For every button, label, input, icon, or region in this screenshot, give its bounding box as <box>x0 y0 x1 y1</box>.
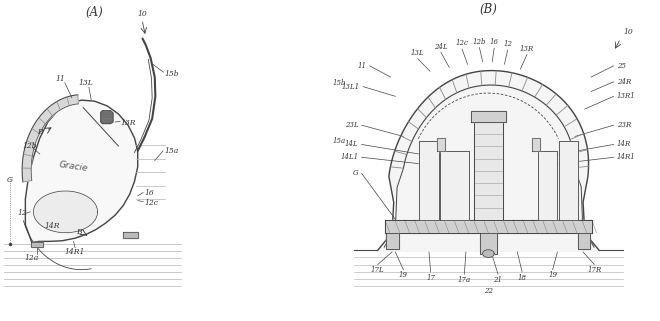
Polygon shape <box>101 111 113 124</box>
Text: 23L: 23L <box>345 121 358 129</box>
Text: 12: 12 <box>503 40 512 48</box>
Text: 13L: 13L <box>411 49 424 57</box>
Text: 17L: 17L <box>371 266 385 274</box>
Text: 12a: 12a <box>24 255 39 262</box>
Polygon shape <box>25 100 138 242</box>
Text: B: B <box>37 128 43 135</box>
Text: 13R: 13R <box>121 119 136 126</box>
Text: 17R: 17R <box>587 266 601 274</box>
Text: 13R1: 13R1 <box>617 92 636 100</box>
Text: 15b: 15b <box>332 80 346 87</box>
Text: 13L: 13L <box>79 80 94 87</box>
Text: 12b: 12b <box>473 38 486 46</box>
Text: 12: 12 <box>17 210 27 217</box>
Polygon shape <box>22 95 79 182</box>
Text: Gracie: Gracie <box>58 160 88 173</box>
Text: 14R: 14R <box>44 222 60 230</box>
Text: 13R: 13R <box>520 45 534 53</box>
Text: 24L: 24L <box>434 43 447 50</box>
Text: 19: 19 <box>548 272 557 279</box>
Polygon shape <box>480 233 497 254</box>
Text: (A): (A) <box>86 6 103 19</box>
Text: 11: 11 <box>56 75 65 82</box>
Text: (B): (B) <box>479 3 498 16</box>
Text: 16: 16 <box>490 39 499 46</box>
Text: 10: 10 <box>138 11 147 18</box>
Text: B: B <box>76 228 82 236</box>
Polygon shape <box>34 191 98 233</box>
Text: 14R: 14R <box>617 141 631 148</box>
Text: 23R: 23R <box>617 121 631 129</box>
Text: 17a: 17a <box>458 276 471 284</box>
Polygon shape <box>378 71 599 250</box>
Polygon shape <box>532 138 540 151</box>
Text: 15b: 15b <box>164 70 179 78</box>
Text: 15a: 15a <box>164 147 179 155</box>
Text: G: G <box>7 176 13 184</box>
Polygon shape <box>474 122 503 220</box>
Text: 14L1: 14L1 <box>341 153 358 161</box>
Polygon shape <box>419 141 439 220</box>
Text: 10: 10 <box>623 28 633 36</box>
Text: 18: 18 <box>517 274 527 282</box>
Polygon shape <box>482 250 494 257</box>
Text: 22: 22 <box>484 287 493 294</box>
Text: 13L1: 13L1 <box>342 83 360 91</box>
Polygon shape <box>559 141 578 220</box>
Text: 25: 25 <box>617 62 626 70</box>
Polygon shape <box>385 220 592 233</box>
Text: 16: 16 <box>144 189 154 196</box>
Polygon shape <box>31 242 43 247</box>
Text: 12c: 12c <box>455 39 469 47</box>
Polygon shape <box>386 233 399 249</box>
Text: 14R1: 14R1 <box>65 248 85 256</box>
Text: 17: 17 <box>426 274 435 282</box>
Polygon shape <box>123 232 138 238</box>
Polygon shape <box>437 138 445 151</box>
Polygon shape <box>440 151 469 220</box>
Polygon shape <box>538 151 558 220</box>
Text: 21: 21 <box>494 276 502 284</box>
Text: G: G <box>352 169 358 177</box>
Polygon shape <box>578 233 591 249</box>
Text: 11: 11 <box>358 62 366 70</box>
Text: 14R1: 14R1 <box>617 153 636 161</box>
Text: 12b: 12b <box>22 142 37 150</box>
Text: 24R: 24R <box>617 78 631 86</box>
Polygon shape <box>471 111 506 122</box>
Text: 15a: 15a <box>333 137 346 145</box>
Text: 12c: 12c <box>144 199 158 207</box>
Text: 19: 19 <box>399 272 408 279</box>
Text: 14L: 14L <box>345 141 358 148</box>
